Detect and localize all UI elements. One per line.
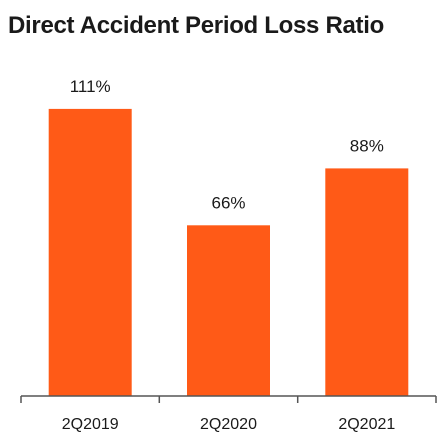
- data-label-2Q2021: 88%: [350, 136, 384, 155]
- x-tick-label-2Q2021: 2Q2021: [338, 416, 395, 433]
- bar-2Q2021: [325, 168, 409, 396]
- x-tick-label-2Q2019: 2Q2019: [62, 416, 119, 433]
- bar-2Q2019: [48, 108, 132, 397]
- data-label-2Q2019: 111%: [70, 77, 111, 96]
- data-label-2Q2020: 66%: [211, 193, 245, 212]
- chart-title: Direct Accident Period Loss Ratio: [8, 12, 384, 39]
- bar-2Q2020: [187, 225, 270, 396]
- x-tick-labels: 2Q2019 2Q2020 2Q2021: [62, 416, 396, 433]
- data-labels-layer: 111% 66% 88%: [70, 77, 384, 212]
- x-axis: [20, 395, 437, 403]
- x-tick-label-2Q2020: 2Q2020: [200, 416, 257, 433]
- bars-layer: [48, 108, 409, 397]
